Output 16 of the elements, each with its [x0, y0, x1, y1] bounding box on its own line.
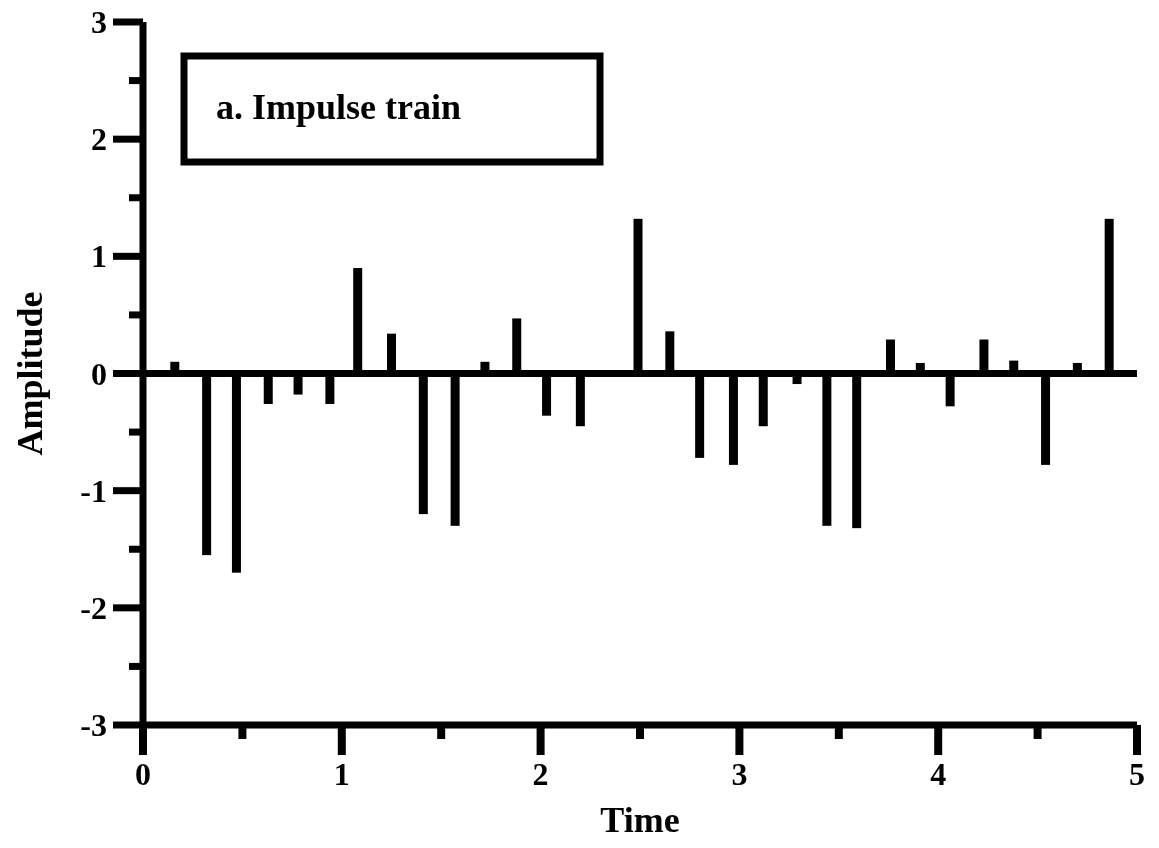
- x-tick-label: 1: [333, 756, 350, 792]
- x-tick-label: 5: [1129, 756, 1145, 792]
- x-tick-label: 4: [930, 756, 947, 792]
- y-axis-title: Amplitude: [10, 291, 50, 456]
- y-tick-label: -1: [80, 472, 107, 509]
- x-tick-label: 3: [731, 756, 748, 792]
- y-tick-label: -3: [80, 707, 107, 743]
- text: a. Impulse train: [216, 87, 462, 127]
- x-tick-label: 0: [135, 756, 151, 792]
- y-tick-label: 1: [91, 238, 107, 275]
- y-tick-label: -2: [80, 589, 107, 626]
- y-tick-label: 3: [91, 4, 107, 40]
- y-tick-label: 2: [91, 121, 107, 158]
- x-tick-label: 2: [532, 756, 549, 792]
- x-axis-title: Time: [600, 800, 680, 840]
- y-tick-label: 0: [91, 355, 107, 392]
